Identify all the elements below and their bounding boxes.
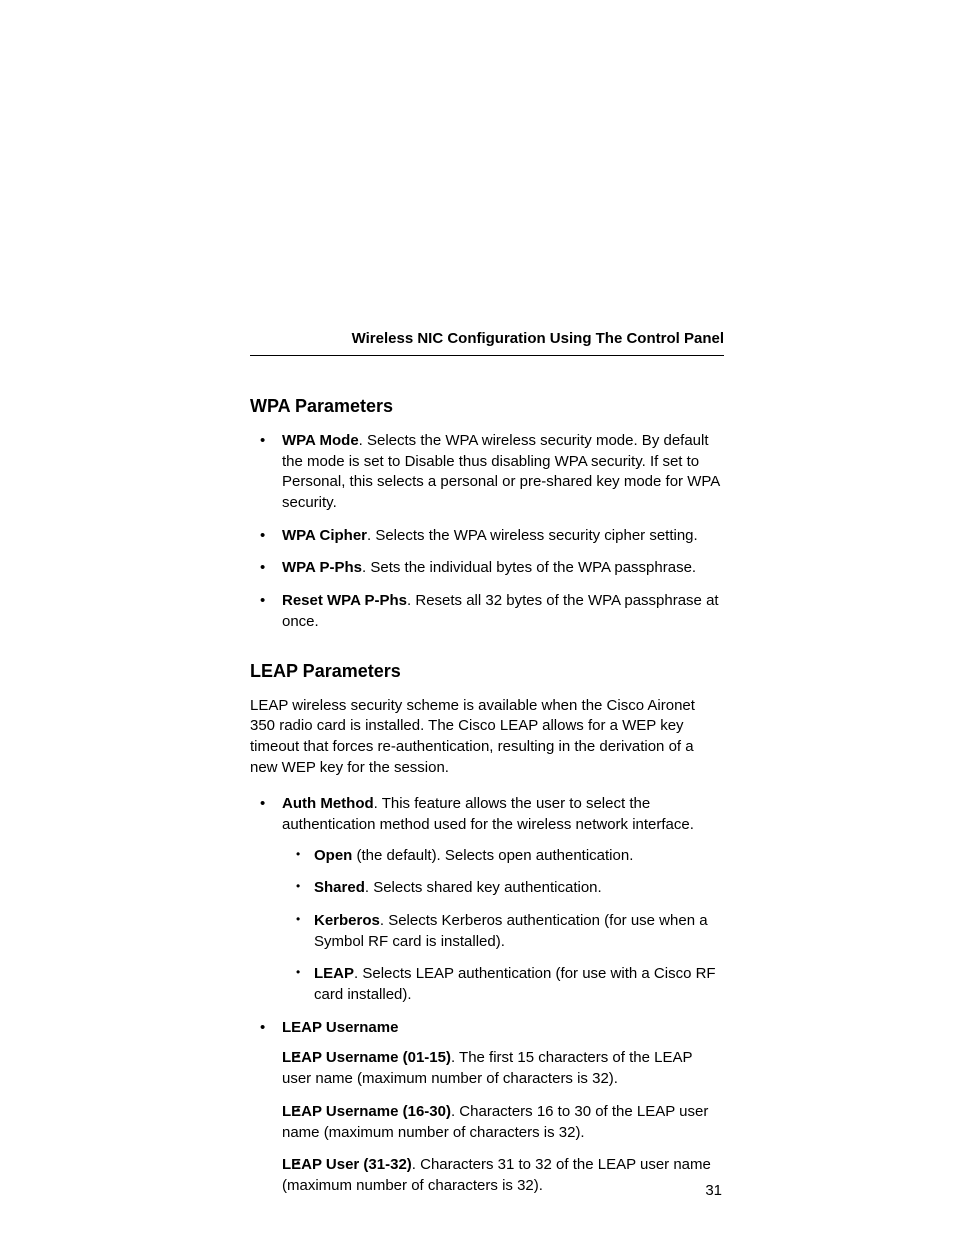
leap-username-sublist: LEAP Username (01-15). The first 15 char… bbox=[282, 1048, 724, 1196]
auth-method-title: Auth Method bbox=[282, 795, 374, 812]
wpa-item-title: WPA P-Phs bbox=[282, 559, 362, 576]
wpa-item-title: WPA Mode bbox=[282, 432, 359, 449]
leap-username-sub: LEAP Username (16-30). Characters 16 to … bbox=[282, 1102, 724, 1143]
page-number: 31 bbox=[705, 1182, 722, 1199]
leap-heading: LEAP Parameters bbox=[250, 661, 724, 682]
leap-username-sub-title: LEAP User (31-32) bbox=[282, 1156, 412, 1173]
auth-method-sublist: Open (the default). Selects open authent… bbox=[282, 846, 724, 1006]
auth-option-title: Shared bbox=[314, 879, 365, 896]
leap-username-sub-title: LEAP Username (16-30) bbox=[282, 1103, 451, 1120]
page: Wireless NIC Configuration Using The Con… bbox=[0, 0, 954, 1235]
leap-username-sub: LEAP User (31-32). Characters 31 to 32 o… bbox=[282, 1155, 724, 1196]
auth-method-item: Auth Method. This feature allows the use… bbox=[250, 794, 724, 1006]
auth-option: Open (the default). Selects open authent… bbox=[282, 846, 724, 867]
wpa-item: WPA P-Phs. Sets the individual bytes of … bbox=[250, 558, 724, 579]
auth-option-title: Kerberos bbox=[314, 912, 380, 929]
auth-option: Kerberos. Selects Kerberos authenticatio… bbox=[282, 911, 724, 952]
wpa-item: WPA Mode. Selects the WPA wireless secur… bbox=[250, 431, 724, 514]
leap-username-sub-title: LEAP Username (01-15) bbox=[282, 1049, 451, 1066]
leap-username-sub-line: LEAP User (31-32). Characters 31 to 32 o… bbox=[282, 1155, 724, 1196]
auth-option: Shared. Selects shared key authenticatio… bbox=[282, 878, 724, 899]
auth-option: LEAP. Selects LEAP authentication (for u… bbox=[282, 964, 724, 1005]
wpa-item-body: . Sets the individual bytes of the WPA p… bbox=[362, 559, 696, 576]
running-header: Wireless NIC Configuration Using The Con… bbox=[250, 330, 724, 356]
leap-username-sub-line: LEAP Username (01-15). The first 15 char… bbox=[282, 1048, 724, 1089]
leap-list: Auth Method. This feature allows the use… bbox=[250, 794, 724, 1196]
leap-username-sub-line: LEAP Username (16-30). Characters 16 to … bbox=[282, 1102, 724, 1143]
wpa-item: Reset WPA P-Phs. Resets all 32 bytes of … bbox=[250, 591, 724, 632]
wpa-heading: WPA Parameters bbox=[250, 396, 724, 417]
leap-username-title: LEAP Username bbox=[282, 1019, 398, 1036]
auth-option-title: Open bbox=[314, 847, 352, 864]
auth-option-body: . Selects LEAP authentication (for use w… bbox=[314, 965, 716, 1003]
wpa-item-title: Reset WPA P-Phs bbox=[282, 592, 407, 609]
auth-option-body: (the default). Selects open authenticati… bbox=[352, 847, 633, 864]
wpa-list: WPA Mode . Selects the WPA wireless secur… bbox=[250, 431, 724, 633]
leap-username-item: LEAP Username LEAP Username (01-15). The… bbox=[250, 1018, 724, 1197]
wpa-item-body: . Selects the WPA wireless security ciph… bbox=[367, 527, 698, 544]
leap-intro: LEAP wireless security scheme is availab… bbox=[250, 696, 724, 779]
leap-username-sub: LEAP Username (01-15). The first 15 char… bbox=[282, 1048, 724, 1089]
auth-option-body: . Selects shared key authentication. bbox=[365, 879, 602, 896]
auth-option-title: LEAP bbox=[314, 965, 354, 982]
wpa-item: WPA Cipher. Selects the WPA wireless sec… bbox=[250, 526, 724, 547]
wpa-item-title: WPA Cipher bbox=[282, 527, 367, 544]
